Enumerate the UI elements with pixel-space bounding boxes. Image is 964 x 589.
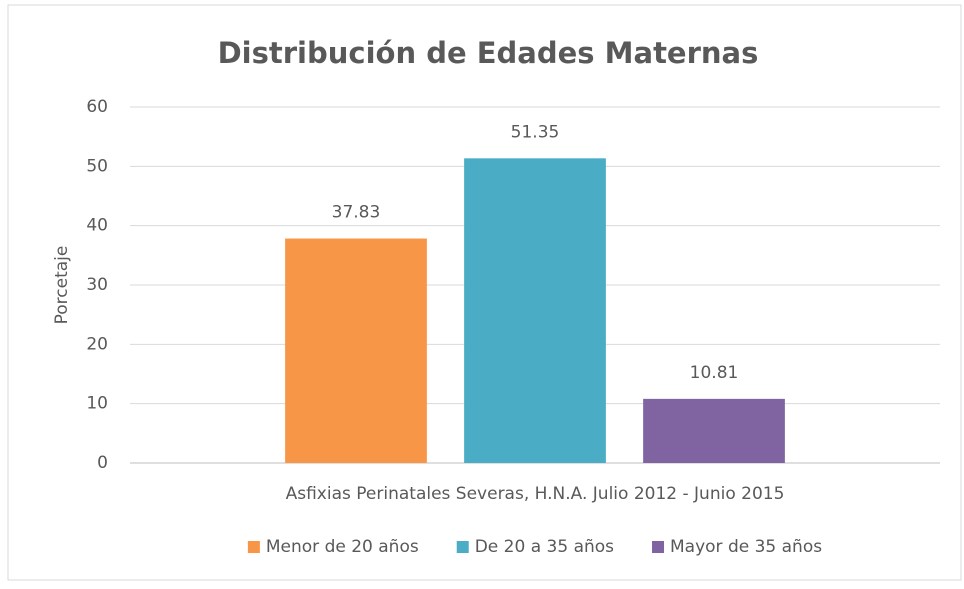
legend-swatch: [247, 541, 260, 553]
data-label: 37.83: [332, 203, 381, 223]
y-tick-label: 0: [97, 453, 108, 473]
y-tick-label: 10: [86, 394, 108, 414]
x-tick-label: Asfixias Perinatales Severas, H.N.A. Jul…: [286, 484, 785, 504]
data-label: 10.81: [690, 363, 739, 383]
bar: [643, 398, 785, 463]
bar: [464, 158, 606, 463]
legend-label: De 20 a 35 años: [475, 537, 614, 557]
y-axis-label: Porcetaje: [52, 246, 72, 325]
y-tick-label: 50: [86, 156, 108, 176]
y-tick-label: 30: [86, 275, 108, 295]
bar: [285, 238, 427, 463]
data-label: 51.35: [511, 122, 560, 142]
y-tick-label: 40: [86, 216, 108, 236]
y-tick-label: 20: [86, 334, 108, 354]
y-tick-label: 60: [86, 97, 108, 117]
legend-swatch: [652, 541, 665, 553]
chart-title: Distribución de Edades Maternas: [218, 36, 759, 70]
legend-label: Menor de 20 años: [266, 537, 419, 557]
legend-swatch: [456, 541, 469, 553]
legend-label: Mayor de 35 años: [670, 537, 822, 557]
